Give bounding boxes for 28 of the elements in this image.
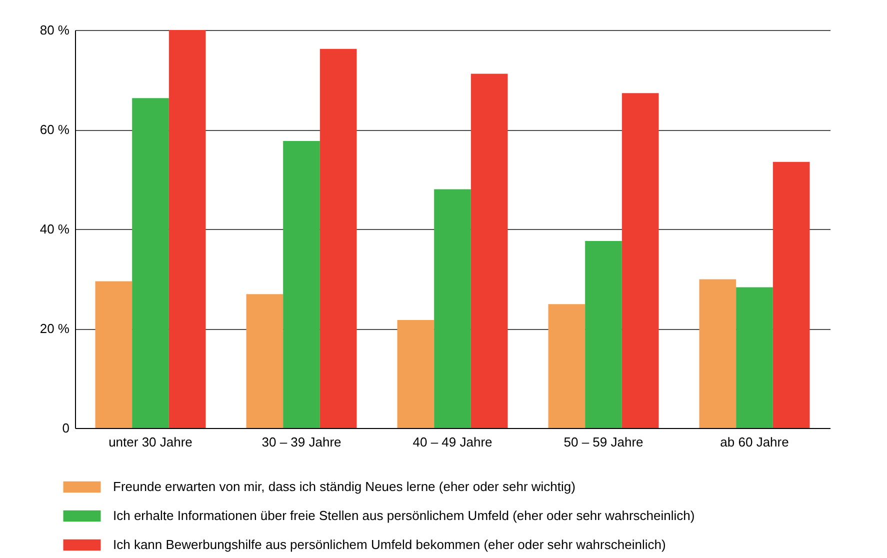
bar [622, 93, 659, 428]
y-tick-label: 80 % [40, 22, 70, 38]
bar [699, 279, 736, 428]
bar [434, 189, 471, 428]
bar [246, 294, 284, 428]
bar [320, 48, 357, 428]
bar [585, 240, 622, 428]
y-tick-label: 60 % [40, 122, 70, 137]
bar [95, 281, 132, 428]
legend-label: Ich kann Bewerbungshilfe aus persönlichem Umfeld bekommen (eher oder sehr wahrscheinlich) [113, 537, 666, 552]
x-tick-label: ab 60 Jahre [720, 434, 789, 450]
bar [470, 74, 508, 428]
legend-label: Ich erhalte Informationen über freie Stellen aus persönlichem Umfeld (eher oder sehr wahrscheinlich) [113, 508, 695, 523]
y-tick-label: 40 % [40, 222, 70, 236]
legend-label: Freunde erwarten von mir, dass ich ständig Neues lerne (eher oder sehr wichtig) [113, 479, 576, 494]
bar [283, 140, 320, 428]
bar [736, 287, 773, 428]
x-tick-label: 50 – 59 Jahre [564, 434, 644, 450]
x-tick-label: 40 – 49 Jahre [412, 434, 492, 450]
y-tick-label: 0 [62, 420, 70, 436]
x-tick-label: 30 – 39 Jahre [262, 434, 342, 450]
y-tick-label: 20 % [40, 321, 70, 336]
bar [548, 304, 586, 428]
bar [772, 162, 810, 428]
x-tick-label: unter 30 Jahre [108, 434, 192, 450]
bar [132, 98, 169, 428]
bar [168, 30, 206, 428]
bar [397, 320, 434, 428]
